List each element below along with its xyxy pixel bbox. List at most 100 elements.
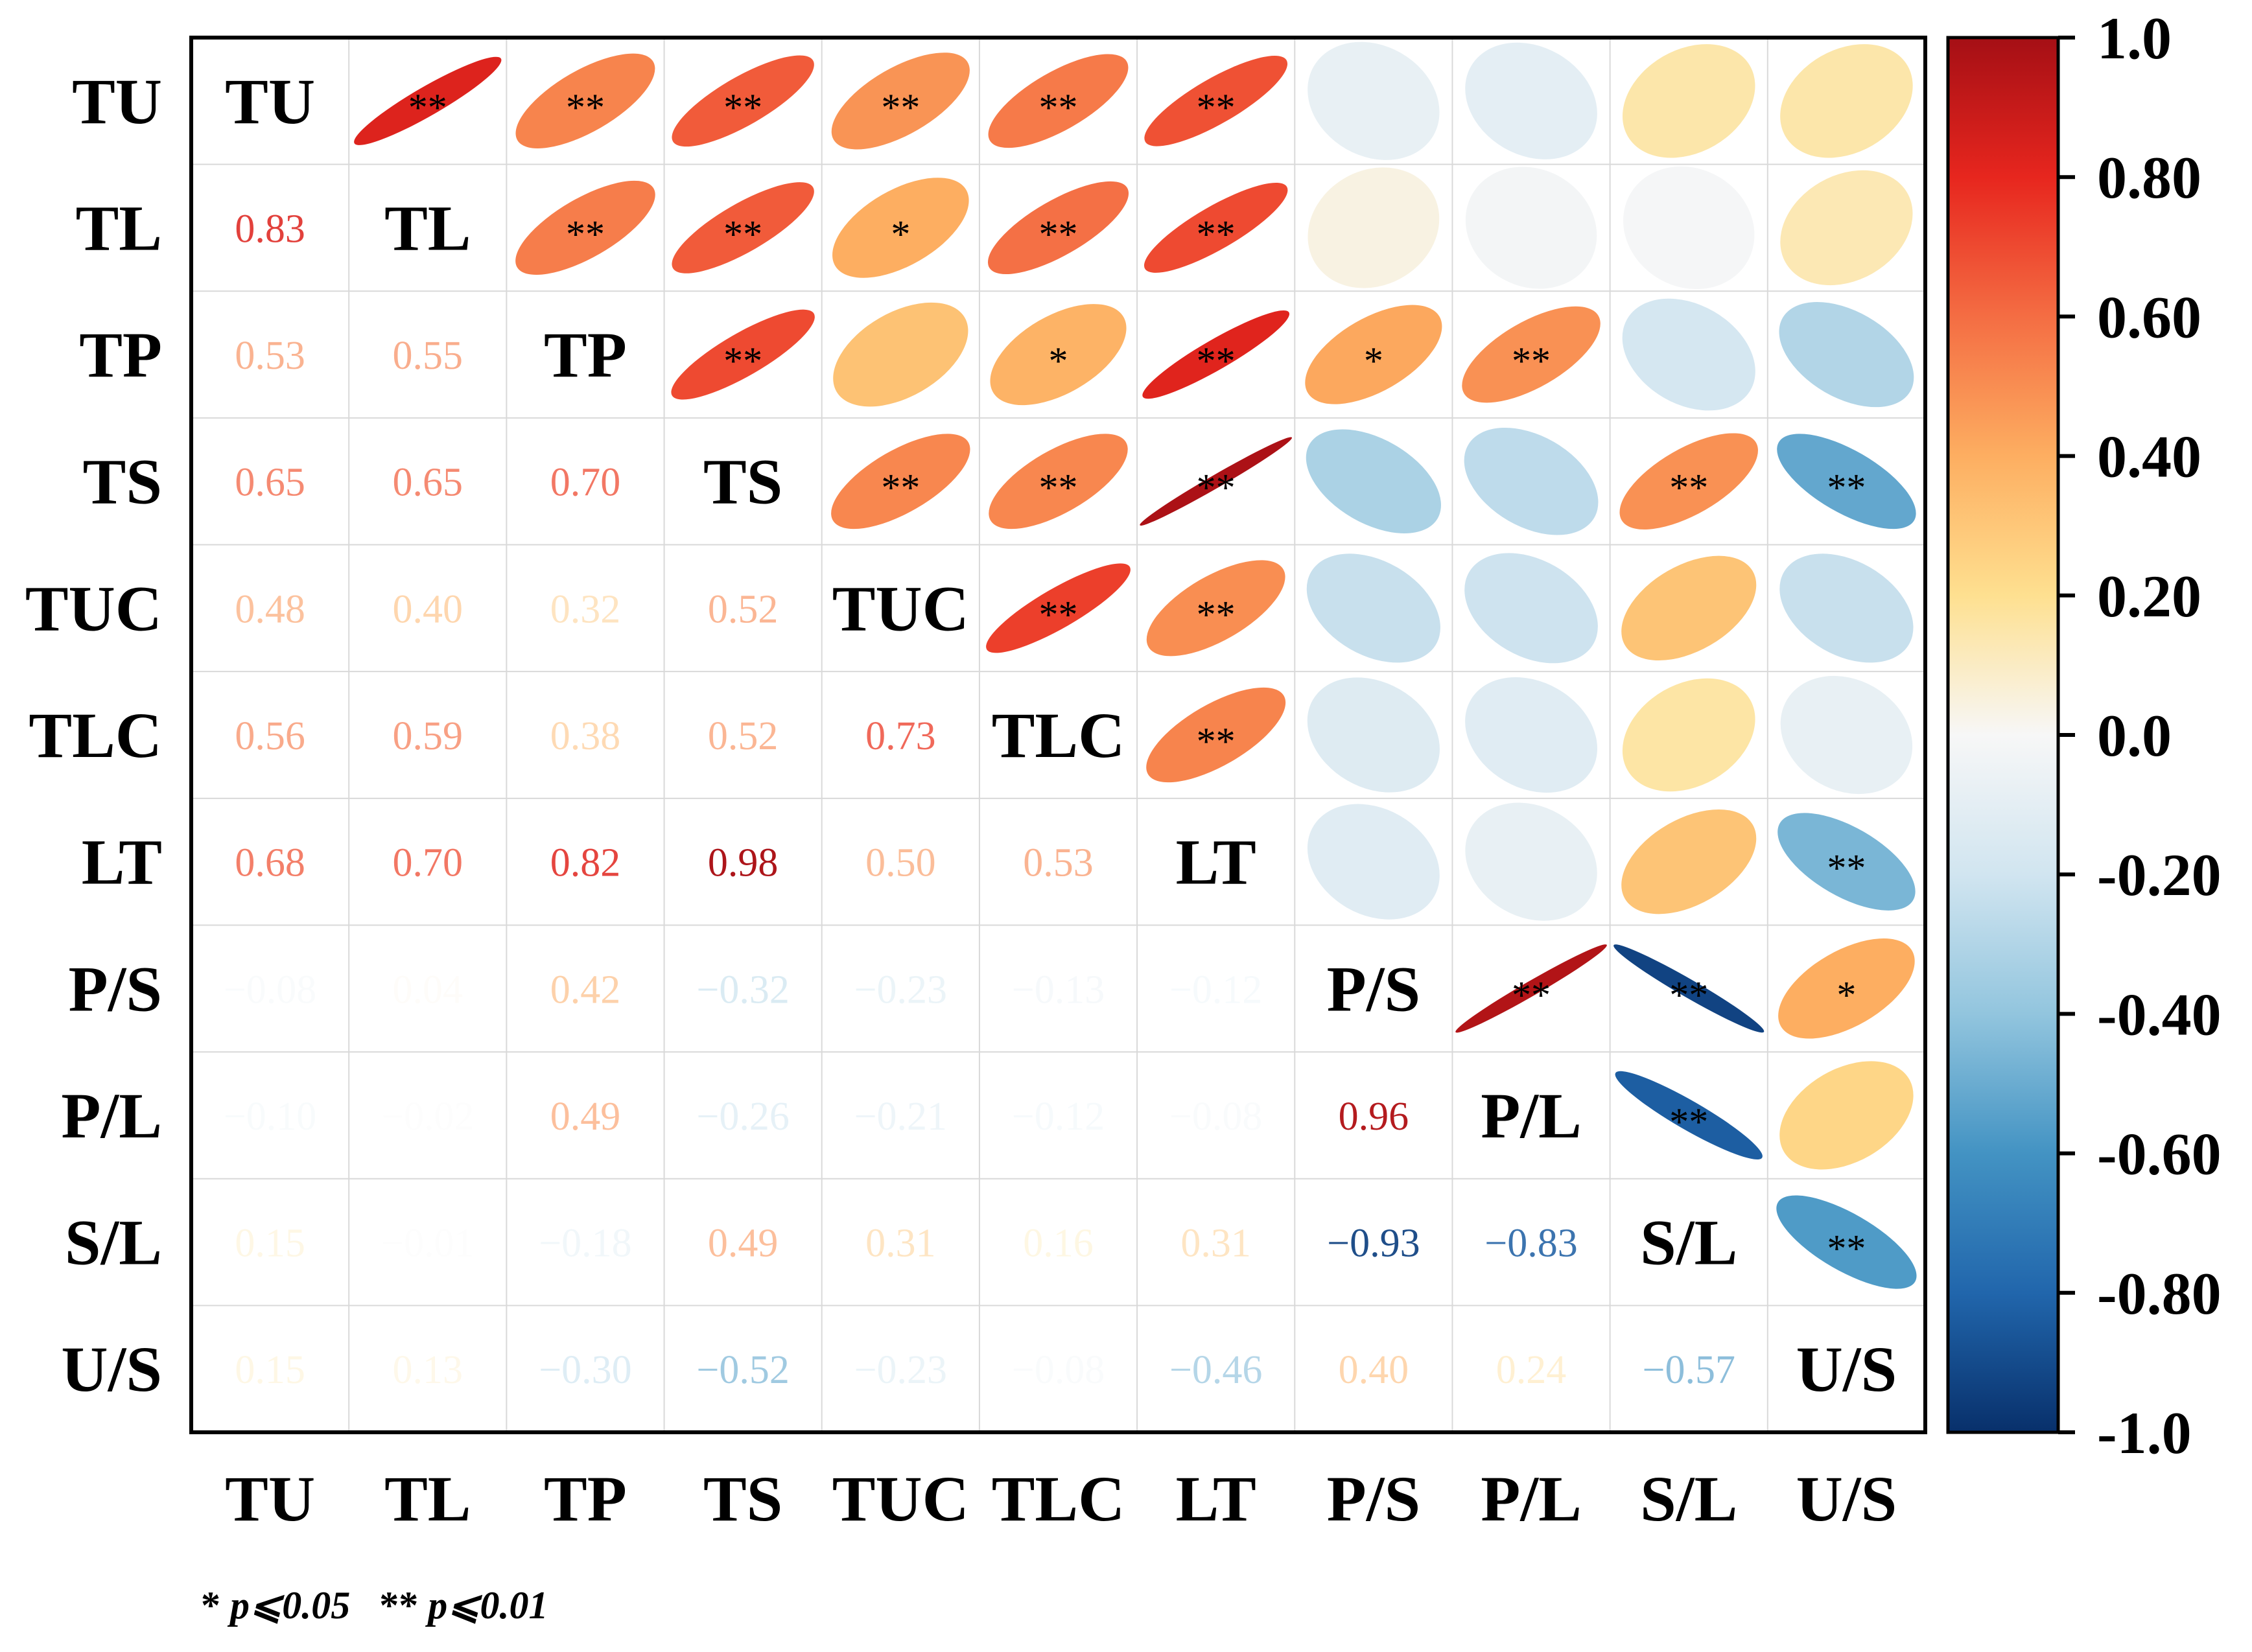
x-label-tl: TL xyxy=(384,1463,471,1535)
corr-value-tlc-ts: 0.52 xyxy=(708,714,779,758)
corr-ellipse-ts-lt xyxy=(1140,437,1293,526)
colorbar-tick-label: -0.40 xyxy=(2097,981,2222,1047)
significance-mark: ** xyxy=(1827,847,1866,890)
corr-value-ts-tp: 0.70 xyxy=(550,461,621,505)
corr-ellipse-tuc-lt xyxy=(1146,560,1285,657)
corr-ellipse-tlc-lt xyxy=(1146,687,1286,783)
significance-mark: * xyxy=(1836,973,1856,1016)
corr-value-p-l-p-s: 0.96 xyxy=(1339,1095,1409,1139)
significance-mark: ** xyxy=(566,213,605,255)
corr-value-p-s-tl: 0.04 xyxy=(393,968,463,1012)
corr-ellipse-tl-s-l xyxy=(1623,166,1755,290)
corr-value-u-s-ts: −0.52 xyxy=(696,1348,789,1392)
significance-mark: ** xyxy=(1512,973,1551,1016)
diagonal-label-lt: LT xyxy=(1176,826,1256,898)
corr-value-tp-tu: 0.53 xyxy=(235,334,305,378)
y-label-p-s: P/S xyxy=(69,953,162,1025)
corr-value-p-s-tu: −0.08 xyxy=(224,968,316,1012)
significance-mark: ** xyxy=(1669,1100,1708,1143)
colorbar-tick-label: 0.0 xyxy=(2097,703,2172,769)
significance-mark: ** xyxy=(1039,86,1078,129)
significance-mark: * xyxy=(1364,340,1383,382)
corr-ellipse-ts-p-l xyxy=(1464,427,1599,535)
y-label-s-l: S/L xyxy=(65,1207,162,1279)
colorbar-tick-label: 1.0 xyxy=(2097,5,2172,71)
corr-ellipse-s-l-u-s xyxy=(1776,1195,1917,1289)
corr-ellipse-tu-ts xyxy=(672,55,814,147)
corr-ellipse-tp-s-l xyxy=(1622,298,1755,411)
corr-value-p-l-tu: −0.10 xyxy=(224,1095,316,1139)
y-label-tp: TP xyxy=(79,319,162,391)
corr-value-u-s-lt: −0.46 xyxy=(1169,1348,1262,1392)
diagonal-label-tp: TP xyxy=(544,319,627,391)
corr-ellipse-tp-p-l xyxy=(1462,306,1601,403)
corr-ellipse-tlc-u-s xyxy=(1780,675,1913,795)
y-axis-labels: TU TL TP TS TUC TLC LT P/S P/L S/L U/S xyxy=(25,65,162,1405)
significance-mark: ** xyxy=(1197,340,1236,382)
significance-mark: ** xyxy=(1197,86,1236,129)
corr-value-tuc-tp: 0.32 xyxy=(550,587,621,631)
colorbar-tick-label: -0.20 xyxy=(2097,842,2222,908)
corr-ellipse-tp-u-s xyxy=(1779,302,1914,408)
corr-ellipse-tlc-s-l xyxy=(1622,678,1755,792)
colorbar-tick-label: 0.20 xyxy=(2097,563,2201,629)
x-label-p-s: P/S xyxy=(1327,1463,1420,1535)
x-label-tlc: TLC xyxy=(992,1463,1125,1535)
corr-value-lt-ts: 0.98 xyxy=(708,841,779,885)
grid-lines xyxy=(191,38,1925,1432)
corr-value-tlc-tuc: 0.73 xyxy=(865,714,936,758)
corr-value-ts-tl: 0.65 xyxy=(393,461,463,505)
legend-double-text: p⩽0.01 xyxy=(428,1584,548,1627)
corr-ellipse-tuc-s-l xyxy=(1621,555,1757,661)
colorbar-tick-label: -1.0 xyxy=(2097,1400,2192,1466)
corr-value-s-l-tlc: 0.16 xyxy=(1023,1222,1094,1266)
corr-value-u-s-tl: 0.13 xyxy=(393,1348,463,1392)
significance-mark: ** xyxy=(881,467,920,509)
corr-value-lt-tu: 0.68 xyxy=(235,841,305,885)
diagonal-label-p-l: P/L xyxy=(1481,1080,1582,1152)
significance-mark: ** xyxy=(1197,213,1236,255)
corr-ellipse-lt-s-l xyxy=(1621,809,1757,914)
corr-value-tlc-tu: 0.56 xyxy=(235,714,305,758)
corr-ellipse-p-l-u-s xyxy=(1779,1061,1914,1170)
y-label-p-l: P/L xyxy=(61,1080,162,1152)
y-label-tl: TL xyxy=(76,192,162,264)
corr-ellipse-tuc-tlc xyxy=(986,563,1131,653)
corr-value-p-l-ts: −0.26 xyxy=(696,1095,789,1139)
significance-mark: ** xyxy=(1827,467,1866,509)
corr-ellipse-ts-tlc xyxy=(989,434,1128,529)
y-label-tuc: TUC xyxy=(25,572,162,644)
colorbar-tick-label: -0.60 xyxy=(2097,1121,2222,1187)
colorbar-tick-label: 0.80 xyxy=(2097,145,2201,211)
corr-value-s-l-ts: 0.49 xyxy=(708,1222,779,1266)
corr-value-s-l-tu: 0.15 xyxy=(235,1222,305,1266)
corr-value-lt-tlc: 0.53 xyxy=(1023,841,1094,885)
corr-ellipse-tp-ts xyxy=(671,309,815,400)
significance-mark: ** xyxy=(723,213,762,255)
corr-value-p-l-tp: 0.49 xyxy=(550,1095,621,1139)
significance-mark: ** xyxy=(1197,720,1236,763)
legend-double-star: ** xyxy=(379,1584,419,1627)
corr-value-lt-tp: 0.82 xyxy=(550,841,621,885)
y-label-tu: TU xyxy=(72,65,162,137)
y-label-u-s: U/S xyxy=(61,1333,162,1405)
corr-ellipse-lt-u-s xyxy=(1777,813,1916,911)
corr-ellipse-tl-tuc xyxy=(832,178,969,278)
corr-ellipse-tuc-p-s xyxy=(1306,553,1440,663)
x-label-s-l: S/L xyxy=(1640,1463,1737,1535)
y-label-lt: LT xyxy=(82,826,162,898)
corr-ellipse-p-s-u-s xyxy=(1778,938,1915,1039)
corr-ellipse-tl-p-s xyxy=(1308,167,1440,288)
corr-ellipse-lt-p-l xyxy=(1465,802,1597,921)
corr-value-tuc-tl: 0.40 xyxy=(393,587,463,631)
significance-mark: ** xyxy=(1039,467,1078,509)
matrix-cells: TU ** ** ** ** ** **0.83 TL ** ** * ** **0.53 0.55 TP *… xyxy=(224,41,1917,1405)
corr-ellipse-tu-p-s xyxy=(1308,41,1440,160)
significance-legend: * p⩽0.05 ** p⩽0.01 xyxy=(201,1583,548,1628)
corr-value-tl-tu: 0.83 xyxy=(235,207,305,251)
matrix-frame xyxy=(189,36,1927,1434)
corr-ellipse-tuc-u-s xyxy=(1779,553,1914,663)
corr-ellipse-tl-lt xyxy=(1144,183,1288,273)
x-label-tuc: TUC xyxy=(832,1463,969,1535)
significance-mark: ** xyxy=(1669,467,1708,509)
